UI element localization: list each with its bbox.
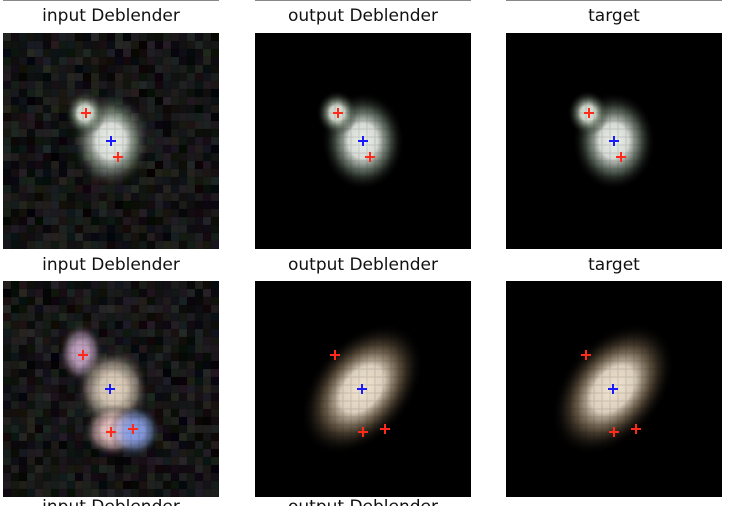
neighbor-marker-icon [584,108,594,118]
image-panel-r1c2 [506,281,722,497]
top-rule-col1 [3,0,219,1]
galaxy-source [108,404,162,458]
center-marker-icon [357,384,367,394]
image-canvas [3,281,219,497]
neighbor-marker-icon [81,108,91,118]
image-panel-r1c1 [255,281,471,497]
panel-title-r0c2: target [588,6,640,26]
image-canvas [255,33,471,249]
panel-title-r1c1: output Deblender [287,255,438,275]
image-canvas [3,33,219,249]
center-marker-icon [358,136,368,146]
panel-title-r1c2: target [588,255,640,275]
image-panel-r0c0 [3,33,219,249]
center-marker-icon [609,136,619,146]
top-rule-col3 [506,0,722,1]
neighbor-marker-icon [330,350,340,360]
neighbor-marker-icon [631,424,641,434]
image-panel-r0c1 [255,33,471,249]
image-panel-r0c2 [506,33,722,249]
neighbor-marker-icon [333,108,343,118]
panel-title-r0c0: input Deblender [42,6,180,26]
neighbor-marker-icon [581,350,591,360]
neighbor-marker-icon [113,152,123,162]
neighbor-marker-icon [609,427,619,437]
neighbor-marker-icon [365,152,375,162]
neighbor-marker-icon [358,427,368,437]
neighbor-marker-icon [106,427,116,437]
neighbor-marker-icon [128,424,138,434]
panel-title-r1c0: input Deblender [42,255,180,275]
image-canvas [506,281,722,497]
neighbor-marker-icon [78,350,88,360]
image-canvas [255,281,471,497]
panel-title-r0c1: output Deblender [287,6,438,26]
cut-title-col1: input Deblender [3,497,219,506]
image-panel-r1c0 [3,281,219,497]
neighbor-marker-icon [616,152,626,162]
image-canvas [506,33,722,249]
top-rule-col2 [255,0,471,1]
neighbor-marker-icon [380,424,390,434]
cut-title-col2: output Deblender [255,497,471,506]
center-marker-icon [105,384,115,394]
noise-layer [3,281,219,497]
center-marker-icon [608,384,618,394]
center-marker-icon [106,136,116,146]
